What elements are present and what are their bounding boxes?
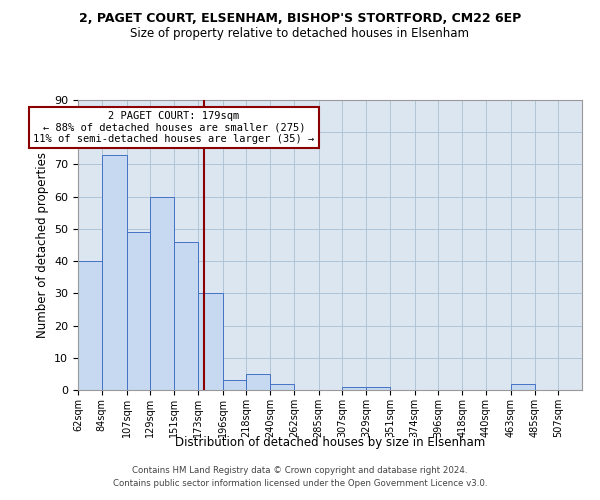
- Bar: [102, 155, 127, 390]
- Bar: [127, 232, 151, 390]
- Y-axis label: Number of detached properties: Number of detached properties: [35, 152, 49, 338]
- Bar: [270, 384, 294, 390]
- Bar: [511, 384, 535, 390]
- Bar: [78, 261, 102, 390]
- Bar: [223, 380, 247, 390]
- Bar: [247, 374, 270, 390]
- Bar: [343, 387, 366, 390]
- Bar: [198, 294, 223, 390]
- Text: Distribution of detached houses by size in Elsenham: Distribution of detached houses by size …: [175, 436, 485, 449]
- Bar: [174, 242, 198, 390]
- Text: 2 PAGET COURT: 179sqm
← 88% of detached houses are smaller (275)
11% of semi-det: 2 PAGET COURT: 179sqm ← 88% of detached …: [34, 111, 314, 144]
- Bar: [151, 196, 174, 390]
- Text: 2, PAGET COURT, ELSENHAM, BISHOP'S STORTFORD, CM22 6EP: 2, PAGET COURT, ELSENHAM, BISHOP'S STORT…: [79, 12, 521, 26]
- Text: Contains HM Land Registry data © Crown copyright and database right 2024.
Contai: Contains HM Land Registry data © Crown c…: [113, 466, 487, 487]
- Bar: [366, 387, 390, 390]
- Text: Size of property relative to detached houses in Elsenham: Size of property relative to detached ho…: [131, 28, 470, 40]
